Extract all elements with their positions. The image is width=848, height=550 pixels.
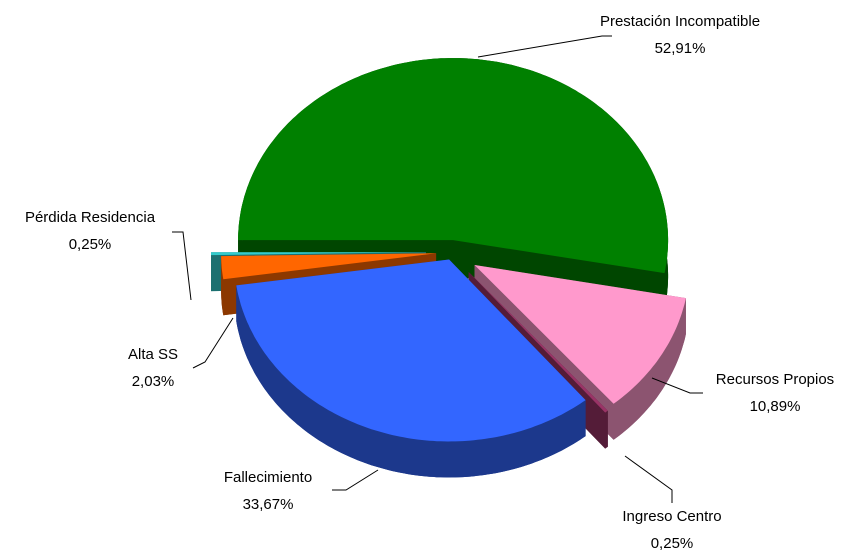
slice-side: [605, 410, 608, 449]
slice-label: Ingreso Centro: [622, 508, 721, 525]
slice-top: [221, 253, 437, 280]
value-label: 10,89%: [750, 398, 801, 415]
value-label: 2,03%: [132, 373, 175, 390]
leader-line: [477, 35, 612, 58]
slice-top: [236, 259, 586, 442]
slice-label: Alta SS: [128, 346, 178, 363]
slice-label: Prestación Incompatible: [600, 13, 760, 30]
value-label: 52,91%: [655, 40, 706, 57]
slice-side: [613, 298, 686, 440]
slice-label: Pérdida Residencia: [25, 209, 156, 226]
leader-line: [651, 377, 703, 394]
slice: [236, 259, 586, 478]
slice-top: [238, 58, 669, 274]
value-label: 0,25%: [651, 535, 694, 550]
leader-line: [192, 317, 234, 369]
slice-label: Recursos Propios: [716, 371, 834, 388]
leader-line: [172, 231, 192, 301]
value-label: 0,25%: [69, 236, 112, 253]
value-label: 33,67%: [243, 496, 294, 513]
slice-side: [221, 256, 224, 316]
slice-top: [474, 265, 686, 404]
slice-top: [211, 252, 426, 256]
slice-side: [236, 285, 586, 478]
leader-line: [624, 455, 673, 503]
slice-top: [468, 272, 608, 413]
leader-line: [332, 469, 379, 491]
slice-label: Fallecimiento: [224, 469, 312, 486]
